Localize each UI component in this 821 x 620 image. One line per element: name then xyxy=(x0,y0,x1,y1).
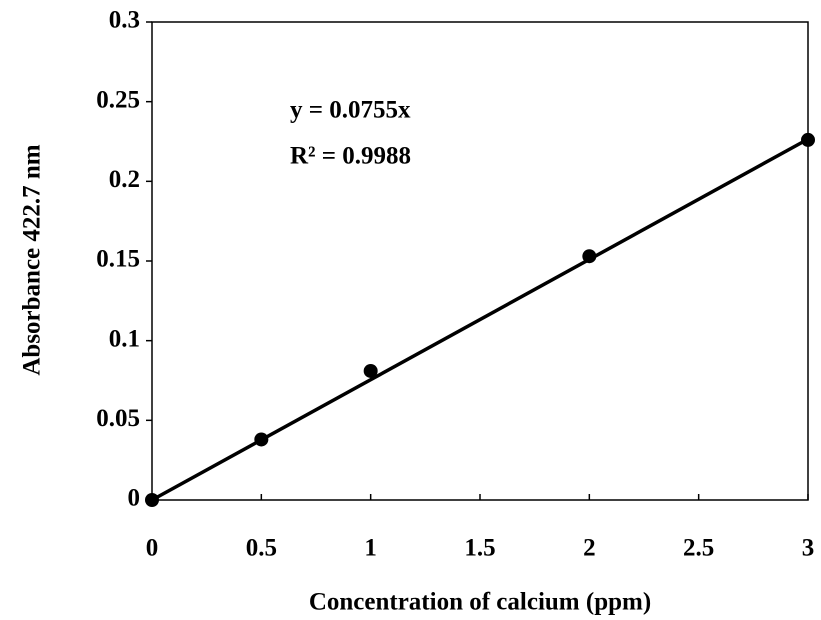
data-point xyxy=(145,493,159,507)
y-tick-label: 0.25 xyxy=(96,86,140,113)
x-tick-label: 2.5 xyxy=(683,535,714,562)
data-point xyxy=(582,249,597,264)
data-point xyxy=(254,432,269,447)
x-tick-label: 2 xyxy=(583,535,596,562)
plot-frame xyxy=(151,21,809,501)
y-tick-label: 0 xyxy=(128,485,141,512)
y-axis-title: Absorbance 422.7 nm xyxy=(19,144,46,375)
equation-label: y = 0.0755x xyxy=(290,97,411,124)
y-tick-label: 0.3 xyxy=(109,7,140,34)
trendline xyxy=(151,137,809,502)
x-tick-label: 1 xyxy=(364,535,377,562)
x-tick-label: 0 xyxy=(146,535,159,562)
data-point xyxy=(801,132,815,147)
x-tick-label: 1.5 xyxy=(464,535,495,562)
r-squared-label: R² = 0.9988 xyxy=(290,143,411,170)
x-tick-label: 3 xyxy=(802,535,815,562)
y-tick-label: 0.2 xyxy=(109,166,140,193)
x-axis-title: Concentration of calcium (ppm) xyxy=(309,589,651,616)
y-tick-label: 0.05 xyxy=(96,405,140,432)
data-point xyxy=(363,363,378,378)
y-tick-label: 0.15 xyxy=(96,246,140,273)
x-tick-label: 0.5 xyxy=(246,535,277,562)
y-tick-label: 0.1 xyxy=(109,325,140,352)
